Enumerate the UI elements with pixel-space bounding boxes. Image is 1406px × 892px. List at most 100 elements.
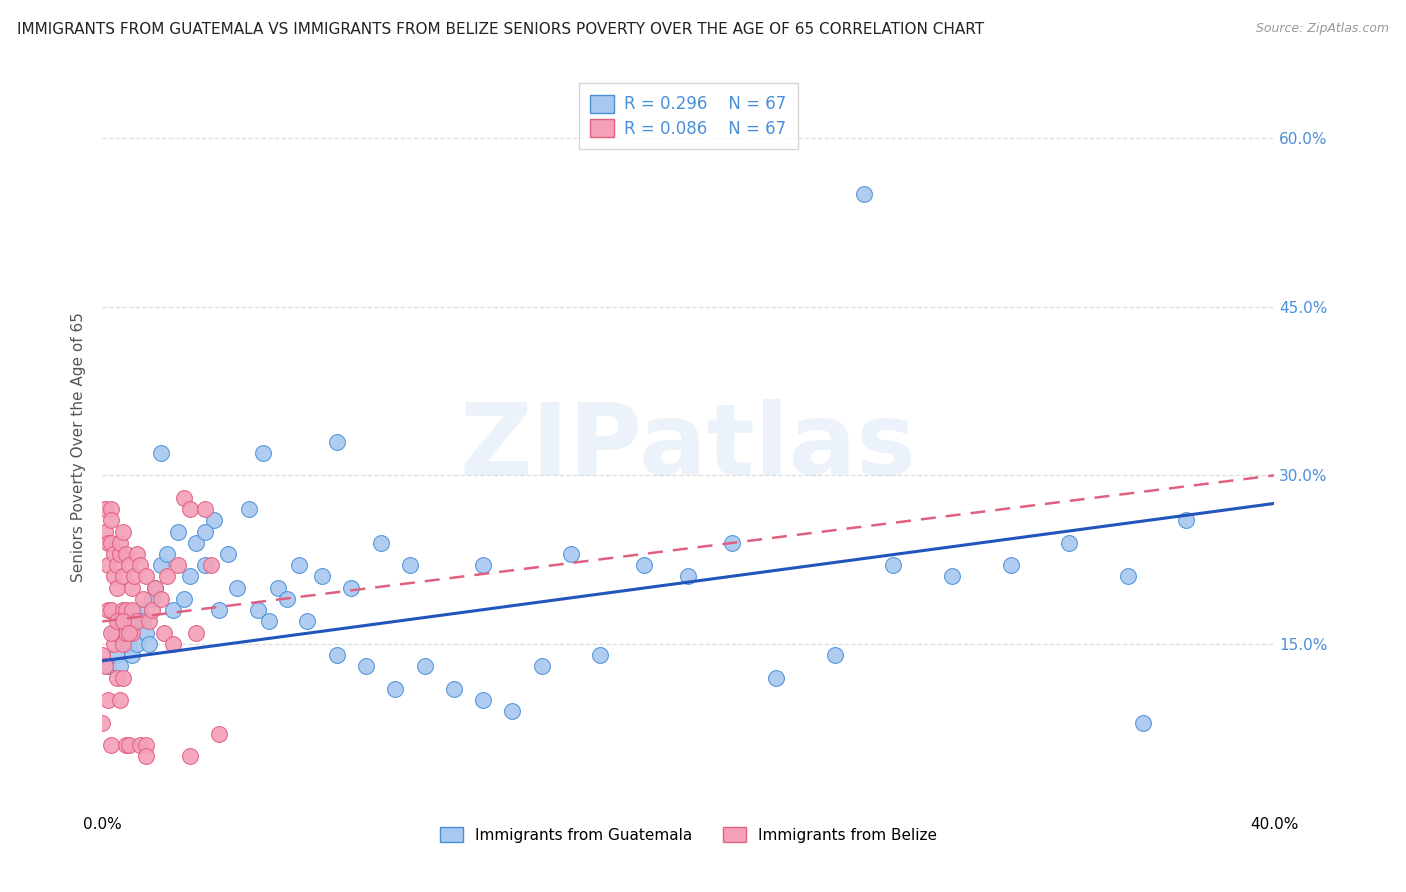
Point (276, 591, 298, 606)
Point (1132, 715, 1154, 730)
Point (217, 547, 239, 561)
Point (94, 659, 117, 673)
Point (91, 715, 114, 730)
Point (472, 693, 495, 707)
Point (124, 615, 146, 629)
Point (156, 569, 179, 583)
Point (111, 603, 134, 617)
Point (882, 558, 904, 573)
Point (413, 659, 436, 673)
Point (97, 693, 120, 707)
Point (589, 648, 612, 662)
Point (114, 625, 136, 640)
Point (114, 547, 136, 561)
Point (560, 547, 582, 561)
Point (340, 581, 363, 595)
Point (1175, 513, 1198, 527)
Point (501, 705, 523, 719)
Point (124, 569, 146, 583)
Point (1057, 535, 1080, 549)
Point (103, 637, 125, 651)
Point (127, 547, 149, 561)
Point (105, 615, 128, 629)
Point (117, 738, 139, 752)
Point (105, 625, 128, 640)
Point (138, 615, 160, 629)
Point (103, 547, 125, 561)
Point (105, 671, 128, 685)
Point (94, 524, 117, 539)
Point (325, 648, 347, 662)
Point (117, 558, 139, 573)
Point (114, 603, 136, 617)
Point (384, 681, 406, 696)
Point (370, 535, 392, 549)
Point (135, 738, 157, 752)
Point (202, 513, 225, 527)
Point (179, 569, 201, 583)
Point (530, 659, 553, 673)
Point (108, 693, 131, 707)
Point (184, 625, 207, 640)
Point (94, 502, 117, 516)
Point (108, 535, 131, 549)
Point (149, 446, 172, 460)
Point (208, 727, 231, 741)
Point (678, 569, 700, 583)
Point (105, 581, 128, 595)
Point (127, 637, 149, 651)
Point (156, 547, 179, 561)
Point (100, 535, 122, 549)
Point (162, 637, 184, 651)
Point (100, 502, 122, 516)
Point (246, 603, 269, 617)
Point (97, 659, 120, 673)
Point (152, 625, 174, 640)
Point (121, 603, 143, 617)
Point (132, 615, 155, 629)
Point (117, 625, 139, 640)
Point (297, 615, 319, 629)
Point (111, 671, 134, 685)
Point (100, 625, 122, 640)
Point (135, 569, 157, 583)
Point (132, 591, 155, 606)
Point (173, 491, 195, 505)
Point (105, 648, 128, 662)
Point (97, 558, 120, 573)
Point (135, 749, 157, 764)
Point (1116, 569, 1139, 583)
Point (111, 615, 134, 629)
Text: Source: ZipAtlas.com: Source: ZipAtlas.com (1256, 22, 1389, 36)
Point (143, 581, 166, 595)
Legend: R = 0.296    N = 67, R = 0.086    N = 67: R = 0.296 N = 67, R = 0.086 N = 67 (579, 83, 797, 150)
Point (108, 659, 131, 673)
Point (149, 558, 172, 573)
Point (97, 603, 120, 617)
Point (179, 502, 201, 516)
Point (121, 581, 143, 595)
Point (127, 615, 149, 629)
Point (853, 187, 876, 202)
Point (194, 558, 217, 573)
Point (97, 535, 120, 549)
Point (103, 625, 125, 640)
Point (443, 681, 465, 696)
Point (194, 502, 217, 516)
Point (143, 581, 166, 595)
Point (114, 625, 136, 640)
Point (354, 659, 377, 673)
Point (141, 591, 163, 606)
Point (108, 547, 131, 561)
Point (129, 603, 152, 617)
Point (111, 524, 134, 539)
Point (105, 558, 128, 573)
Point (100, 603, 122, 617)
Point (179, 749, 201, 764)
Point (167, 524, 190, 539)
Point (238, 502, 260, 516)
Point (257, 615, 280, 629)
Text: IMMIGRANTS FROM GUATEMALA VS IMMIGRANTS FROM BELIZE SENIORS POVERTY OVER THE AGE: IMMIGRANTS FROM GUATEMALA VS IMMIGRANTS … (17, 22, 984, 37)
Point (162, 603, 184, 617)
Point (184, 535, 207, 549)
